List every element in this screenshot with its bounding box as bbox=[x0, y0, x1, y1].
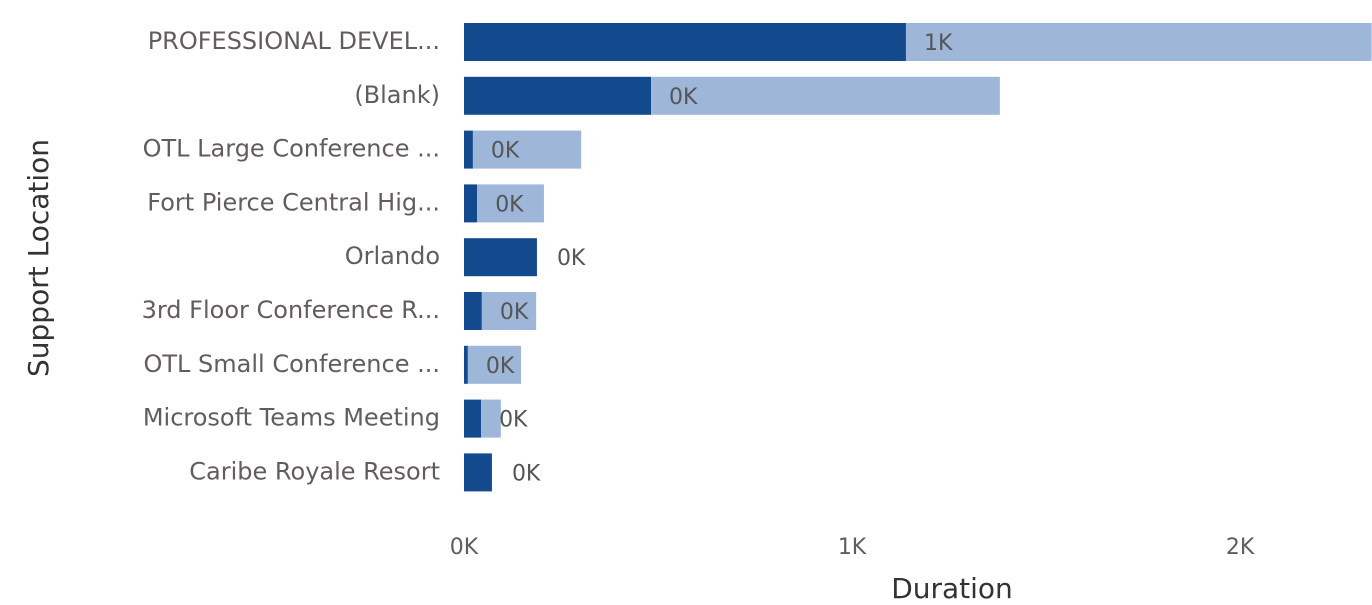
y-tick-label: PROFESSIONAL DEVEL... bbox=[148, 27, 440, 55]
y-tick-label: Caribe Royale Resort bbox=[189, 457, 440, 485]
data-label: 0K bbox=[495, 192, 524, 217]
bar bbox=[464, 453, 492, 492]
y-tick-label: Fort Pierce Central Hig... bbox=[147, 188, 440, 216]
data-label: 0K bbox=[557, 246, 586, 271]
bar bbox=[481, 292, 537, 330]
data-label: 0K bbox=[486, 354, 515, 379]
y-tick-label: Orlando bbox=[345, 242, 440, 270]
bar bbox=[464, 76, 652, 115]
bar bbox=[464, 292, 482, 330]
y-tick-label: OTL Small Conference ... bbox=[144, 350, 441, 378]
bar bbox=[472, 130, 582, 169]
data-label: 0K bbox=[491, 139, 520, 164]
x-tick-label: 1K bbox=[838, 535, 867, 560]
bar bbox=[905, 23, 1372, 61]
data-label: 0K bbox=[669, 85, 698, 110]
y-tick-label: (Blank) bbox=[354, 81, 440, 109]
bar bbox=[651, 76, 1000, 115]
bar bbox=[477, 184, 544, 223]
y-tick-label: Microsoft Teams Meeting bbox=[143, 404, 440, 432]
bar bbox=[464, 399, 482, 438]
bar bbox=[464, 23, 906, 61]
bar bbox=[464, 345, 468, 384]
bar bbox=[467, 345, 522, 384]
data-label: 0K bbox=[499, 408, 528, 433]
bar bbox=[464, 184, 478, 223]
x-axis-title: Duration bbox=[891, 572, 1013, 605]
x-tick-label: 2K bbox=[1226, 535, 1255, 560]
bar bbox=[481, 399, 501, 438]
data-label: 1K bbox=[924, 31, 953, 56]
y-tick-label: 3rd Floor Conference R... bbox=[142, 296, 440, 324]
y-axis-title: Support Location bbox=[22, 139, 55, 377]
data-label: 0K bbox=[500, 300, 529, 325]
y-tick-label: OTL Large Conference ... bbox=[143, 135, 440, 163]
x-tick-label: 0K bbox=[450, 535, 479, 560]
bar bbox=[464, 130, 473, 169]
bar bbox=[464, 238, 537, 277]
data-label: 0K bbox=[512, 461, 541, 486]
